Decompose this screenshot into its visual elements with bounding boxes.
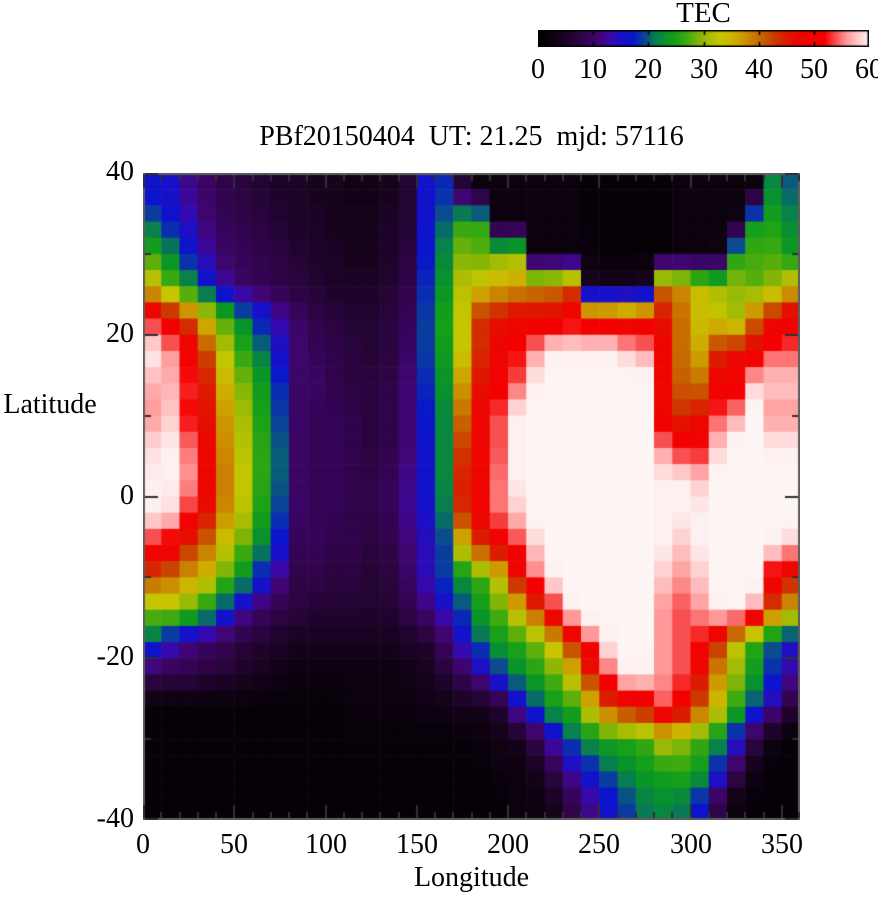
colorbar-gradient	[538, 30, 869, 47]
y-axis-label: Latitude	[3, 389, 97, 420]
x-tick-label: 50	[220, 829, 248, 860]
x-tick-label: 300	[670, 829, 712, 860]
x-tick-label: 100	[305, 829, 347, 860]
heatmap-canvas	[143, 173, 800, 820]
colorbar-title: TEC	[676, 0, 731, 29]
x-tick-label: 150	[396, 829, 438, 860]
y-tick-label: -40	[96, 803, 134, 834]
y-tick-label: 20	[106, 318, 134, 349]
colorbar-tick-label: 0	[531, 54, 545, 85]
plot-title: PBf20150404 UT: 21.25 mjd: 57116	[259, 121, 684, 152]
x-tick-label: 350	[761, 829, 803, 860]
x-axis-label: Longitude	[413, 862, 530, 893]
colorbar-tick-label: 30	[690, 54, 718, 85]
x-tick-label: 250	[578, 829, 620, 860]
colorbar-tick-label: 20	[634, 54, 662, 85]
colorbar-tick-label: 40	[745, 54, 773, 85]
colorbar-tick-label: 50	[800, 54, 828, 85]
x-tick-label: 200	[487, 829, 529, 860]
y-tick-label: -20	[96, 641, 134, 672]
y-tick-label: 0	[120, 480, 134, 511]
y-tick-label: 40	[106, 156, 134, 187]
x-tick-label: 0	[136, 829, 150, 860]
colorbar-tick-label: 10	[579, 54, 607, 85]
colorbar-tick-label: 60	[855, 54, 878, 85]
